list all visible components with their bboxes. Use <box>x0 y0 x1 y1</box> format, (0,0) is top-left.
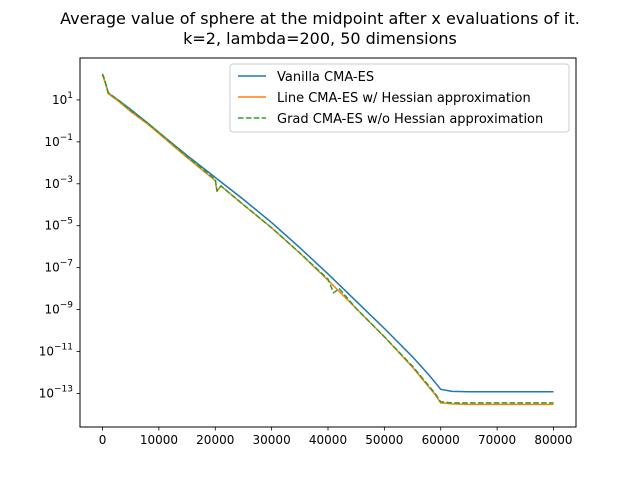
legend-label-2: Line CMA-ES w/ Hessian approximation <box>277 91 531 106</box>
x-tick-label: 20000 <box>196 433 234 447</box>
x-axis: 0 10000 20000 30000 40000 50000 60000 70000 8000… <box>99 427 573 447</box>
series-layer <box>101 73 554 406</box>
legend-entries: Vanilla CMA-ES Line CMA-ES w/ Hessian app… <box>238 70 543 127</box>
y-axis: 101 10−1 10−3 10−5 10−7 10−9 10−11 10−13 <box>39 91 80 400</box>
legend: Vanilla CMA-ES Line CMA-ES w/ Hessian app… <box>229 63 570 133</box>
y-tick-label: 10−5 <box>44 217 73 233</box>
x-tick-label: 10000 <box>140 433 178 447</box>
y-tick-label: 101 <box>52 91 73 107</box>
legend-box <box>229 63 570 133</box>
x-tick-label: 50000 <box>365 433 403 447</box>
x-tick-label: 80000 <box>534 433 572 447</box>
x-tick-label: 60000 <box>422 433 460 447</box>
legend-label-3: Grad CMA-ES w/o Hessian approximation <box>277 112 543 127</box>
plot-frame <box>79 57 577 428</box>
y-tick-label: 10−3 <box>44 175 73 191</box>
x-tick-label: 0 <box>99 433 107 447</box>
x-tick-label: 70000 <box>478 433 516 447</box>
y-tick-label: 10−13 <box>39 384 73 400</box>
y-tick-label: 10−7 <box>44 259 73 275</box>
series-line-3 <box>101 73 554 404</box>
x-tick-label: 40000 <box>309 433 347 447</box>
y-tick-label: 10−11 <box>39 343 73 359</box>
y-tick-label: 10−9 <box>44 301 73 317</box>
chart-title: Average value of sphere at the midpoint … <box>60 9 580 28</box>
legend-label-1: Vanilla CMA-ES <box>277 70 374 85</box>
y-tick-label: 10−1 <box>44 133 73 149</box>
chart-subtitle: k=2, lambda=200, 50 dimensions <box>183 29 457 48</box>
x-tick-label: 30000 <box>253 433 291 447</box>
